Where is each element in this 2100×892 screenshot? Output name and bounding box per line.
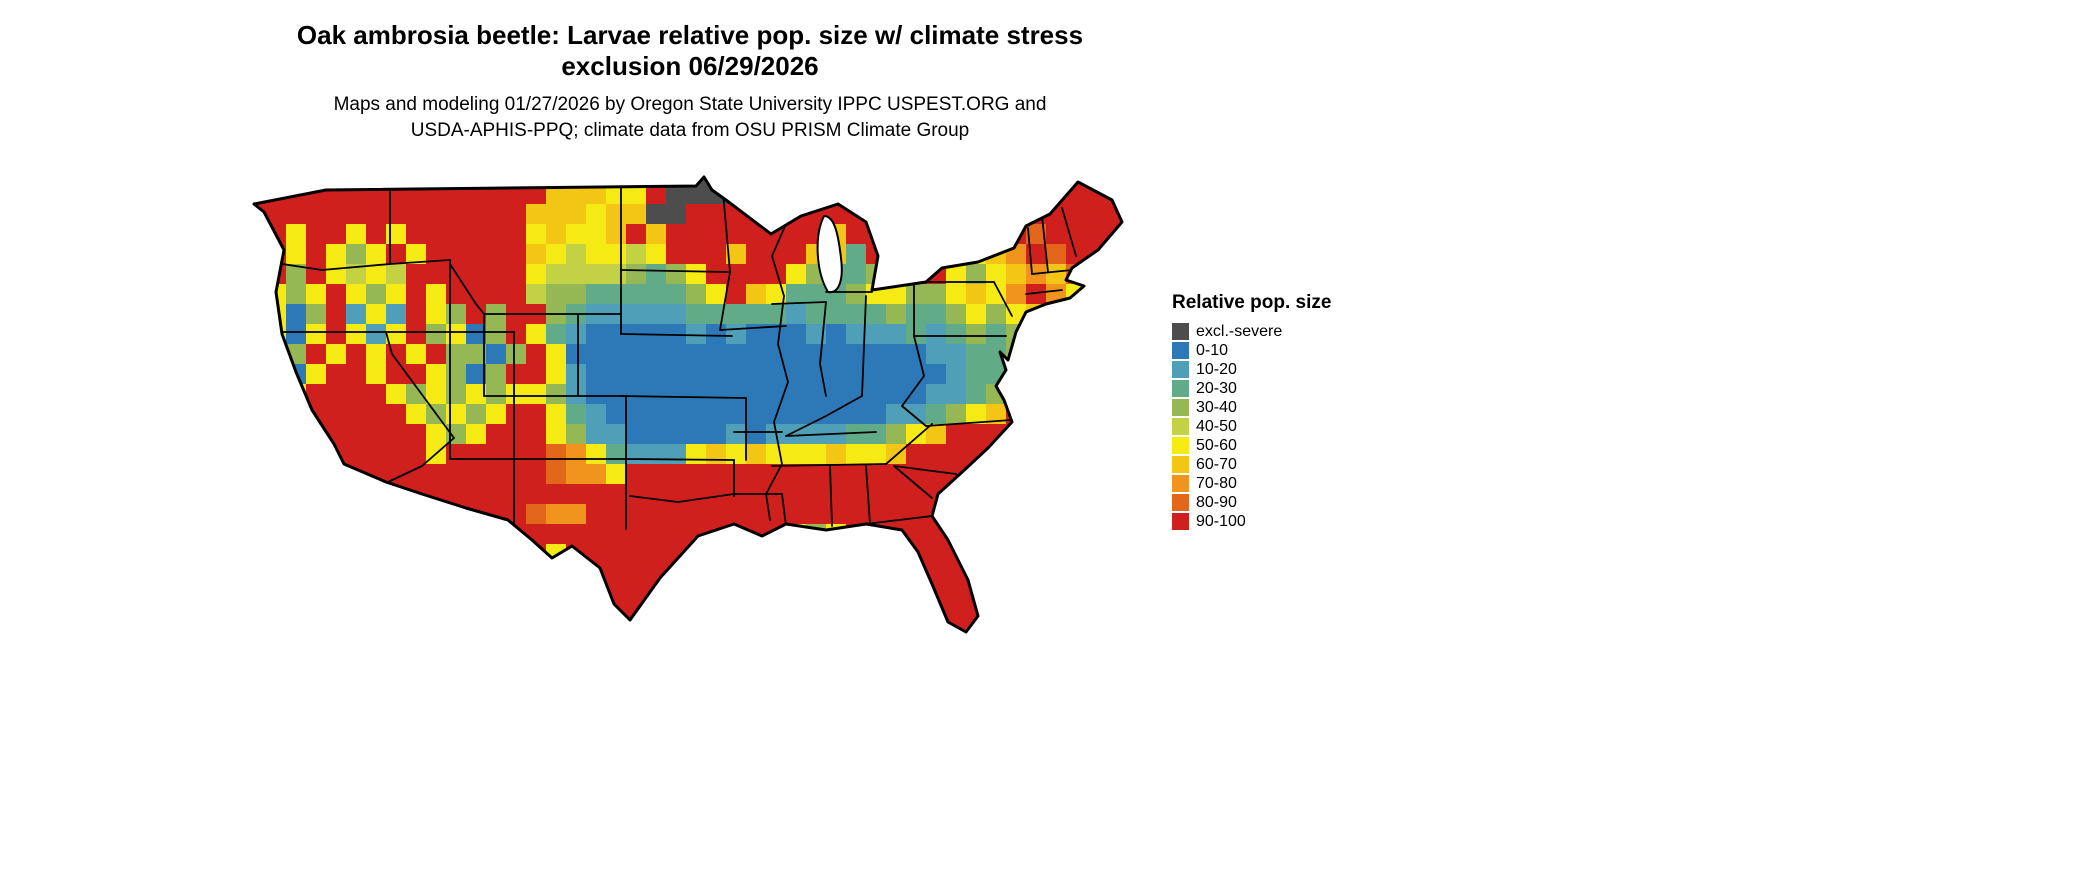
- legend-label: 70-80: [1196, 475, 1237, 492]
- legend-swatch: [1172, 475, 1189, 492]
- legend-swatch: [1172, 399, 1189, 416]
- legend-label: excl.-severe: [1196, 323, 1283, 340]
- legend-swatch: [1172, 494, 1189, 511]
- map-subtitle-line2: USDA-APHIS-PPQ; climate data from OSU PR…: [410, 119, 970, 141]
- map-title: Oak ambrosia beetle: Larvae relative pop…: [297, 20, 1083, 81]
- legend-item: 60-70: [1172, 456, 1331, 473]
- legend-item: 90-100: [1172, 513, 1331, 530]
- legend-swatch: [1172, 342, 1189, 359]
- legend-swatch: [1172, 361, 1189, 378]
- us-map-svg: [252, 175, 1124, 634]
- legend-item: excl.-severe: [1172, 323, 1331, 340]
- us-outline: [252, 175, 1124, 634]
- map-title-line2: exclusion 06/29/2026: [561, 50, 819, 81]
- legend-label: 60-70: [1196, 456, 1237, 473]
- legend-label: 0-10: [1196, 342, 1229, 359]
- legend-items: excl.-severe 0-10 10-20 20-30 30-40 40-50 50-6…: [1172, 323, 1331, 530]
- map-subtitle: Maps and modeling 01/27/2026 by Oregon S…: [334, 92, 1047, 143]
- legend-item: 50-60: [1172, 437, 1331, 454]
- legend-label: 30-40: [1196, 399, 1237, 416]
- legend-label: 10-20: [1196, 361, 1237, 378]
- legend: Relative pop. size excl.-severe 0-10 10-20…: [1172, 292, 1331, 532]
- legend-swatch: [1172, 437, 1189, 454]
- legend-label: 80-90: [1196, 494, 1237, 511]
- legend-item: 0-10: [1172, 342, 1331, 359]
- state-borders: [255, 185, 1077, 530]
- map-subtitle-line1: Maps and modeling 01/27/2026 by Oregon S…: [333, 94, 1047, 115]
- map-title-line1: Oak ambrosia beetle: Larvae relative pop…: [296, 20, 1084, 50]
- legend-item: 40-50: [1172, 418, 1331, 435]
- lake-michigan: [816, 214, 843, 294]
- legend-label: 40-50: [1196, 418, 1237, 435]
- legend-item: 10-20: [1172, 361, 1331, 378]
- legend-item: 80-90: [1172, 494, 1331, 511]
- legend-label: 50-60: [1196, 437, 1237, 454]
- legend-item: 20-30: [1172, 380, 1331, 397]
- legend-item: 30-40: [1172, 399, 1331, 416]
- legend-swatch: [1172, 513, 1189, 530]
- legend-item: 70-80: [1172, 475, 1331, 492]
- legend-swatch: [1172, 418, 1189, 435]
- map-raster: [254, 177, 1122, 632]
- legend-swatch: [1172, 456, 1189, 473]
- legend-label: 20-30: [1196, 380, 1237, 397]
- legend-label: 90-100: [1196, 513, 1246, 530]
- legend-swatch: [1172, 323, 1189, 340]
- legend-title: Relative pop. size: [1172, 292, 1332, 313]
- legend-swatch: [1172, 380, 1189, 397]
